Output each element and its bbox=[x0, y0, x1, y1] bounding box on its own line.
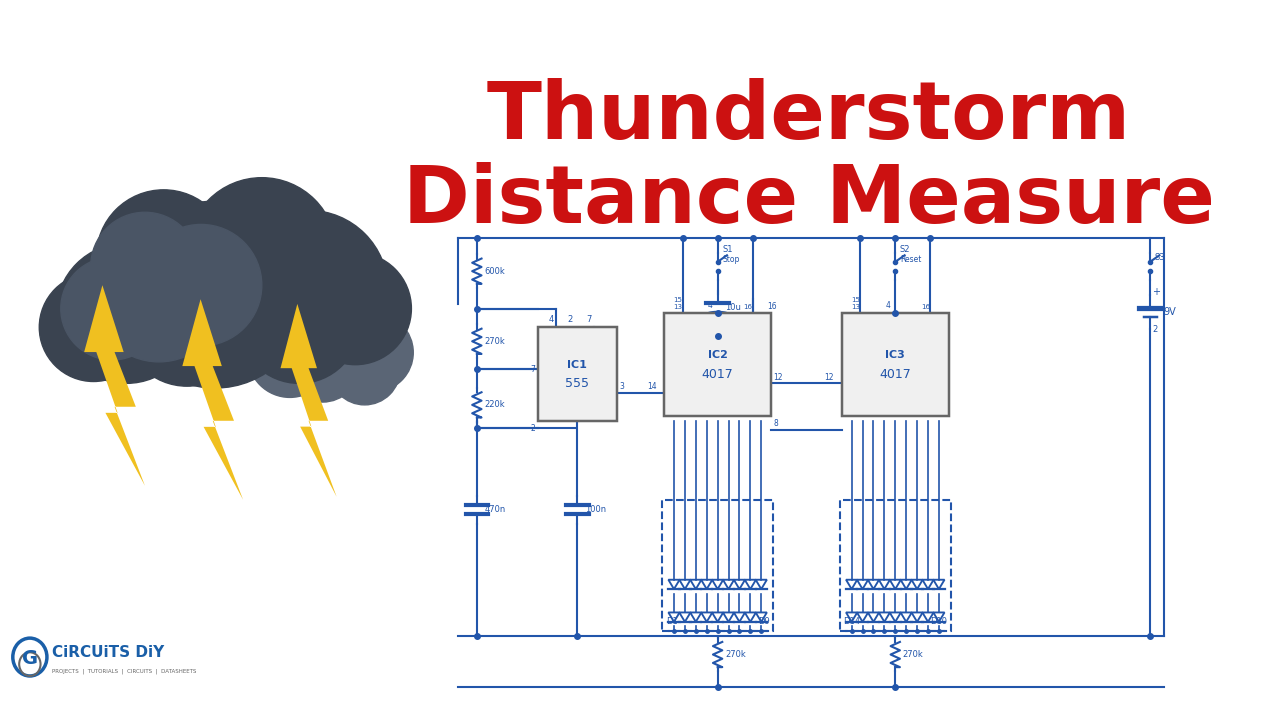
Circle shape bbox=[285, 328, 360, 402]
Text: D9: D9 bbox=[758, 618, 769, 626]
Circle shape bbox=[335, 313, 413, 392]
Text: D14: D14 bbox=[844, 618, 860, 626]
Text: 16: 16 bbox=[922, 305, 931, 310]
Text: S2: S2 bbox=[900, 246, 910, 254]
Bar bbox=[538, 328, 617, 420]
Text: 4017: 4017 bbox=[879, 367, 911, 381]
Text: 12: 12 bbox=[824, 372, 835, 382]
Text: 10u: 10u bbox=[724, 303, 741, 312]
Text: 100n: 100n bbox=[585, 505, 605, 514]
Text: 470n: 470n bbox=[484, 505, 506, 514]
Circle shape bbox=[229, 210, 388, 369]
Text: CiRCUiTS DiY: CiRCUiTS DiY bbox=[52, 645, 165, 660]
Text: 9V: 9V bbox=[1164, 307, 1176, 318]
Text: 16: 16 bbox=[744, 305, 753, 310]
Text: Distance Measure: Distance Measure bbox=[403, 162, 1215, 240]
FancyBboxPatch shape bbox=[4, 617, 233, 704]
Circle shape bbox=[141, 225, 262, 346]
Text: 16: 16 bbox=[767, 302, 777, 311]
Text: 15: 15 bbox=[851, 297, 860, 303]
Text: 270k: 270k bbox=[902, 650, 923, 659]
Text: 13: 13 bbox=[673, 305, 682, 310]
Text: 270k: 270k bbox=[724, 650, 746, 659]
Text: Thunderstorm: Thunderstorm bbox=[486, 78, 1130, 156]
Polygon shape bbox=[84, 285, 145, 486]
Polygon shape bbox=[182, 300, 243, 500]
Text: D10: D10 bbox=[931, 618, 947, 626]
Bar bbox=[841, 313, 948, 416]
Text: 12: 12 bbox=[773, 372, 783, 382]
Circle shape bbox=[122, 201, 308, 388]
Text: IC3: IC3 bbox=[886, 351, 905, 360]
Bar bbox=[664, 313, 772, 416]
Text: 600k: 600k bbox=[484, 266, 506, 276]
Circle shape bbox=[96, 190, 230, 325]
Text: Reset: Reset bbox=[900, 254, 922, 264]
Text: 4: 4 bbox=[708, 302, 713, 310]
Text: 220k: 220k bbox=[484, 400, 506, 410]
Circle shape bbox=[248, 313, 332, 397]
Text: PROJECTS  |  TUTORIALS  |  CIRCUITS  |  DATASHEETS: PROJECTS | TUTORIALS | CIRCUITS | DATASH… bbox=[52, 668, 197, 674]
Text: 555: 555 bbox=[566, 377, 589, 390]
Text: 7: 7 bbox=[530, 365, 535, 374]
Text: 7: 7 bbox=[586, 315, 591, 325]
Circle shape bbox=[40, 273, 147, 382]
Text: G: G bbox=[22, 649, 38, 667]
Text: 2: 2 bbox=[1152, 325, 1157, 333]
Text: +: + bbox=[1152, 287, 1160, 297]
Text: 13: 13 bbox=[851, 305, 860, 310]
Text: 14: 14 bbox=[646, 382, 657, 391]
Text: S1: S1 bbox=[722, 246, 732, 254]
Circle shape bbox=[92, 228, 227, 362]
Text: Stop: Stop bbox=[722, 254, 740, 264]
Text: 47k: 47k bbox=[724, 364, 741, 373]
Circle shape bbox=[329, 334, 401, 405]
Text: 3: 3 bbox=[620, 382, 623, 391]
Text: IC2: IC2 bbox=[708, 351, 727, 360]
Text: D1: D1 bbox=[666, 618, 677, 626]
Polygon shape bbox=[280, 304, 337, 497]
Text: 15: 15 bbox=[673, 297, 682, 303]
Circle shape bbox=[60, 257, 164, 360]
Text: 4: 4 bbox=[549, 315, 554, 325]
Circle shape bbox=[288, 297, 385, 395]
Circle shape bbox=[91, 212, 200, 320]
Text: 270k: 270k bbox=[484, 337, 506, 346]
Circle shape bbox=[123, 259, 251, 386]
Circle shape bbox=[238, 262, 360, 383]
Text: 4017: 4017 bbox=[701, 367, 733, 381]
Text: 2: 2 bbox=[568, 315, 573, 325]
Circle shape bbox=[187, 178, 337, 328]
Text: IC1: IC1 bbox=[567, 360, 588, 369]
Text: S3: S3 bbox=[1155, 253, 1165, 261]
Circle shape bbox=[56, 243, 196, 383]
Text: 2: 2 bbox=[530, 424, 535, 433]
Text: 8: 8 bbox=[773, 419, 778, 428]
Text: 4: 4 bbox=[886, 302, 891, 310]
Text: 47k: 47k bbox=[902, 326, 918, 336]
Circle shape bbox=[300, 253, 411, 364]
